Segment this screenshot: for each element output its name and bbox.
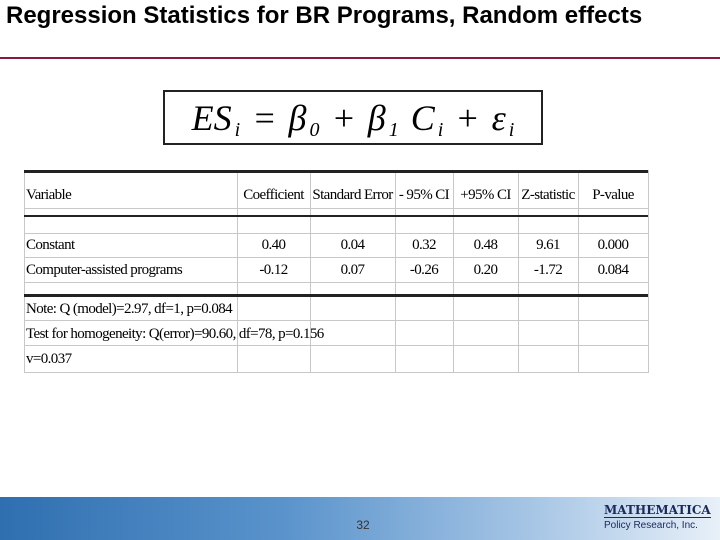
equation-term: + <box>331 98 355 138</box>
table-cell: 9.61 <box>536 237 560 253</box>
equation-term: = <box>252 98 276 138</box>
column-rule <box>24 170 25 373</box>
table-cell: -0.26 <box>409 262 439 278</box>
equation-symbol: β <box>288 98 307 138</box>
table-rule <box>24 372 648 373</box>
equation-subscript: i <box>508 119 515 141</box>
equation-symbol: β <box>367 98 386 138</box>
column-header: Standard Error <box>312 187 393 203</box>
equation-symbol: + <box>331 98 356 138</box>
table-rule <box>24 282 648 283</box>
equation-symbol: = <box>252 98 277 138</box>
table-cell: 0.20 <box>473 262 498 278</box>
title-rule <box>0 57 720 59</box>
table-rule <box>24 257 648 258</box>
slide-title: Regression Statistics for BR Programs, R… <box>6 2 643 29</box>
column-header: +95% CI <box>460 187 511 203</box>
equation-subscript: i <box>437 119 444 141</box>
column-header: Variable <box>26 187 72 203</box>
equation-symbol: + <box>455 98 480 138</box>
column-header: P-value <box>592 187 634 203</box>
equation-term: + <box>455 98 479 138</box>
equation-term: ES i <box>191 98 241 141</box>
table-rule <box>24 215 648 217</box>
table-rule <box>24 208 648 209</box>
equation-subscript: 1 <box>388 119 399 141</box>
table-cell: 0.000 <box>597 237 629 253</box>
table-cell: 0.04 <box>340 237 365 253</box>
table-cell: 0.40 <box>261 237 286 253</box>
table-cell: Constant <box>26 237 75 253</box>
table-cell: 0.48 <box>473 237 498 253</box>
footer-band <box>0 497 720 540</box>
table-cell: 0.32 <box>412 237 436 253</box>
column-rule <box>395 170 396 373</box>
table-note: Test for homogeneity: Q(error)=90.60, df… <box>26 326 324 342</box>
column-rule <box>648 170 649 373</box>
table-cell: -1.72 <box>533 262 563 278</box>
table-note: v=0.037 <box>26 351 72 367</box>
table-rule <box>24 320 648 321</box>
column-rule <box>518 170 519 373</box>
column-rule <box>310 170 311 373</box>
column-rule <box>453 170 454 373</box>
logo-subtitle: Policy Research, Inc. <box>604 520 698 531</box>
column-header: Z-statistic <box>521 187 575 203</box>
table-cell: -0.12 <box>259 262 288 278</box>
equation-symbol: C <box>410 98 435 138</box>
column-rule <box>237 170 238 373</box>
table-rule <box>24 170 648 173</box>
equation-subscript: 0 <box>309 119 320 141</box>
equation-symbol: ES <box>191 98 232 138</box>
table-cell: 0.084 <box>597 262 629 278</box>
equation-subscript: i <box>234 119 241 141</box>
table-cell: 0.07 <box>340 262 365 278</box>
page-number: 32 <box>356 518 370 532</box>
column-header: - 95% CI <box>398 187 450 203</box>
table-rule <box>24 294 648 297</box>
column-header: Coefficient <box>243 187 304 203</box>
table-rule <box>24 233 648 234</box>
logo: MATHEMATICA <box>604 503 711 518</box>
equation-symbol: ε <box>491 98 506 138</box>
table-rule <box>24 345 648 346</box>
column-rule <box>578 170 579 373</box>
table-note: Note: Q (model)=2.97, df=1, p=0.084 <box>26 301 233 317</box>
table-cell: Computer-assisted programs <box>26 262 183 278</box>
